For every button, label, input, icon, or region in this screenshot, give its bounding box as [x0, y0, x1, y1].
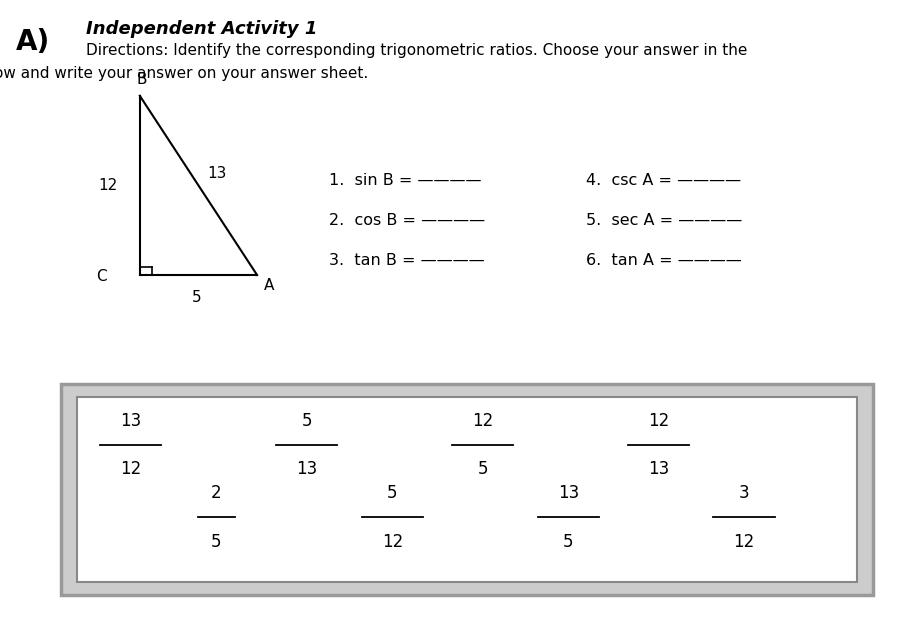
Text: 5: 5	[563, 533, 574, 551]
Text: 12: 12	[648, 412, 669, 430]
Text: 12: 12	[98, 178, 117, 193]
Text: 13: 13	[296, 460, 318, 478]
Text: 5: 5	[477, 460, 488, 478]
Bar	[77, 397, 857, 582]
Text: 13: 13	[557, 484, 579, 502]
Text: 2: 2	[211, 484, 222, 502]
Text: Directions: Identify the corresponding trigonometric ratios. Choose your answer : Directions: Identify the corresponding t…	[86, 43, 747, 58]
Text: 2.  cos B = ————: 2. cos B = ————	[329, 213, 485, 228]
Text: 12: 12	[733, 533, 755, 551]
Text: A: A	[263, 278, 274, 293]
Text: C: C	[96, 269, 106, 284]
Text: 13: 13	[207, 166, 226, 180]
Text: 5: 5	[192, 290, 201, 305]
Text: 3.  tan B = ————: 3. tan B = ————	[329, 253, 485, 268]
Text: 13: 13	[120, 412, 142, 430]
Bar	[61, 384, 873, 595]
Text: 5: 5	[211, 533, 222, 551]
Text: A): A)	[16, 28, 51, 56]
Text: 13: 13	[648, 460, 669, 478]
Text: B: B	[136, 72, 147, 87]
Text: 6.  tan A = ————: 6. tan A = ————	[586, 253, 742, 268]
Text: 12: 12	[120, 460, 142, 478]
Text: 5: 5	[387, 484, 398, 502]
Text: Independent Activity 1: Independent Activity 1	[86, 20, 318, 38]
Text: 5: 5	[301, 412, 312, 430]
Text: 5.  sec A = ————: 5. sec A = ————	[586, 213, 742, 228]
Text: box below and write your answer on your answer sheet.: box below and write your answer on your …	[0, 66, 368, 81]
Text: 12: 12	[472, 412, 493, 430]
Text: 12: 12	[382, 533, 403, 551]
Text: 3: 3	[739, 484, 750, 502]
Text: 4.  csc A = ————: 4. csc A = ————	[586, 173, 741, 188]
Text: 1.  sin B = ————: 1. sin B = ————	[329, 173, 482, 188]
